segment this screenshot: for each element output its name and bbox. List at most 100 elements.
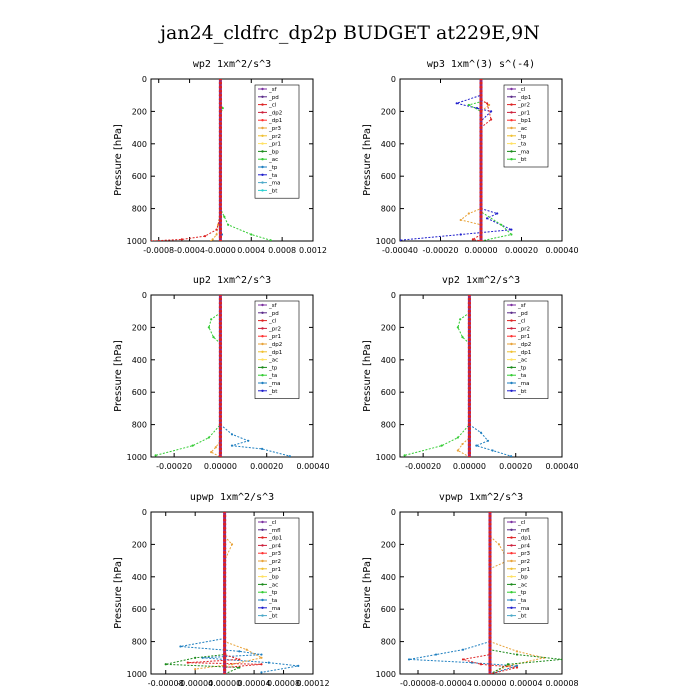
x-tick-label: 0.00000 — [208, 679, 241, 688]
legend-marker — [510, 520, 513, 524]
y-tick-label: 800 — [132, 638, 147, 647]
series-marker — [215, 233, 218, 236]
series-marker — [467, 358, 472, 362]
series-marker — [223, 587, 227, 591]
series-marker — [467, 305, 472, 309]
series-marker — [479, 85, 483, 89]
series-marker — [223, 631, 227, 636]
legend-entry: _pd — [268, 311, 279, 317]
series-marker — [218, 390, 223, 394]
series-marker — [479, 239, 483, 241]
series-marker — [467, 431, 472, 435]
series-marker — [479, 663, 483, 666]
series-marker — [238, 658, 241, 661]
series-marker — [288, 455, 291, 457]
series-marker — [223, 640, 227, 644]
legend-entry: _mfl — [268, 528, 281, 534]
series-marker — [479, 113, 483, 118]
series-group — [403, 295, 513, 457]
series-marker — [194, 668, 197, 671]
series-marker — [491, 449, 494, 452]
legend-marker — [510, 389, 513, 392]
y-tick-label: 800 — [381, 638, 396, 647]
series-marker — [467, 346, 472, 350]
legend-marker — [510, 303, 513, 307]
series-marker — [154, 454, 157, 457]
series-marker — [515, 650, 519, 653]
series-marker — [218, 350, 223, 354]
legend-marker — [261, 575, 264, 578]
y-tick-label: 400 — [381, 356, 396, 365]
y-tick-label: 400 — [132, 140, 147, 149]
series-marker — [218, 89, 223, 93]
series-marker — [218, 93, 223, 97]
series-marker — [223, 656, 227, 660]
y-tick-label: 600 — [381, 172, 396, 181]
series-marker — [488, 631, 492, 636]
series-marker — [479, 178, 483, 182]
y-tick-label: 400 — [381, 140, 396, 149]
series-marker — [218, 305, 223, 309]
series-marker — [488, 526, 492, 530]
series-marker — [479, 211, 483, 215]
x-tick-label: 0.00004 — [238, 679, 271, 688]
legend-marker — [510, 598, 513, 602]
series-marker — [223, 644, 227, 648]
series-marker — [218, 455, 223, 457]
legend-entry: _pd — [517, 311, 528, 317]
legend-marker — [261, 327, 264, 330]
series-marker — [218, 410, 223, 415]
series-marker — [434, 653, 438, 656]
series-marker — [223, 648, 227, 652]
series-marker — [479, 138, 483, 142]
series-marker — [488, 583, 492, 587]
series-marker — [218, 215, 223, 219]
series-marker — [467, 366, 472, 370]
x-tick-label: 0.00008 — [545, 679, 578, 688]
series-marker — [479, 109, 483, 113]
legend-marker — [261, 598, 264, 602]
series-marker — [479, 154, 483, 158]
legend-entry: _ac — [517, 358, 527, 364]
series-marker — [510, 233, 513, 236]
legend-entry: _ta — [268, 373, 277, 379]
series-marker — [479, 117, 483, 122]
legend-entry: _pr1 — [268, 567, 281, 573]
legend-marker — [510, 134, 513, 137]
x-tick-label: 0.00008 — [267, 679, 300, 688]
series-marker — [479, 150, 483, 154]
y-tick-label: 800 — [132, 421, 147, 430]
series-marker — [211, 238, 214, 241]
legend-entry: _ta — [517, 142, 526, 148]
series-marker — [218, 321, 223, 325]
legend-entry: _pr3 — [517, 551, 531, 557]
y-tick-label: 800 — [381, 205, 396, 214]
series-marker — [488, 546, 492, 551]
series-marker — [560, 658, 562, 661]
series-marker — [488, 575, 492, 579]
series-marker — [407, 658, 411, 661]
legend-entry: _ta — [517, 373, 526, 379]
legend-marker — [261, 567, 264, 570]
series-marker — [479, 190, 483, 194]
legend-marker — [261, 173, 264, 176]
x-tick-label: 0.00000 — [453, 462, 486, 471]
series-marker — [400, 239, 402, 241]
legend-entry: _pr1 — [517, 334, 530, 340]
legend-marker — [261, 111, 264, 114]
series-marker — [218, 382, 223, 386]
series-marker — [218, 427, 223, 431]
series-marker — [471, 238, 474, 241]
legend-marker — [510, 544, 513, 547]
y-axis-label: Pressure [hPa] — [113, 340, 124, 412]
legend-marker — [261, 544, 264, 547]
series-marker — [218, 170, 223, 174]
series-marker — [467, 317, 472, 321]
legend-entry: _dp1 — [517, 536, 531, 542]
legend-marker — [510, 552, 513, 555]
series-marker — [488, 512, 492, 514]
series-marker — [218, 231, 223, 235]
series-marker — [218, 174, 223, 178]
legend-entry: _dp2 — [268, 342, 282, 348]
legend-marker — [510, 614, 513, 617]
